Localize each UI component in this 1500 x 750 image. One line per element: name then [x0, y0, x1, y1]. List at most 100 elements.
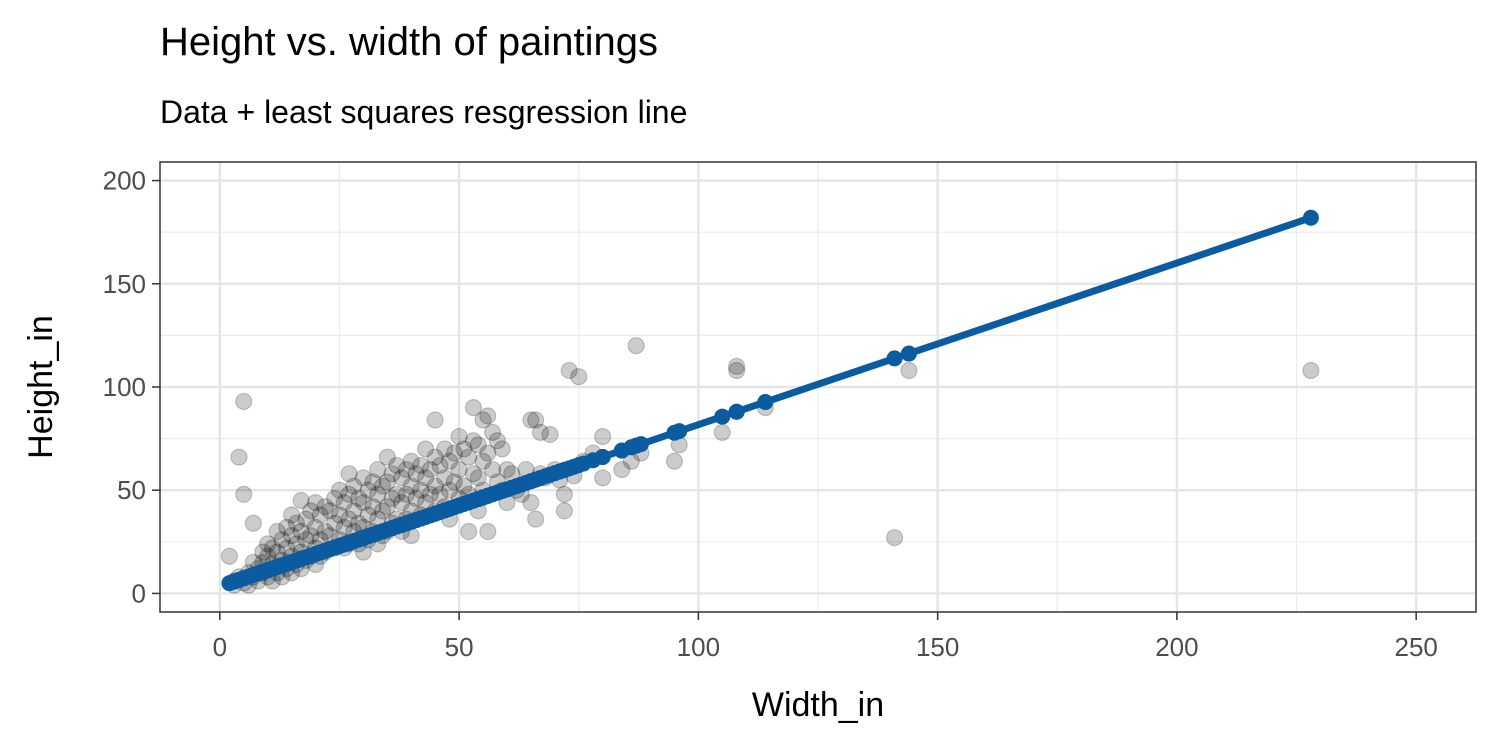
data-point: [287, 535, 305, 553]
data-point: [522, 411, 540, 429]
data-point: [527, 411, 545, 429]
data-point: [460, 522, 478, 541]
data-point: [407, 465, 425, 483]
data-point: [316, 498, 334, 516]
data-point: [268, 522, 286, 541]
data-point: [627, 337, 645, 355]
data-point: [292, 491, 310, 510]
data-point: [426, 448, 444, 466]
data-point: [474, 411, 492, 429]
data-point: [416, 440, 435, 458]
data-point: [531, 423, 550, 442]
data-point: [464, 465, 483, 483]
y-tick-label: 200: [103, 166, 146, 196]
chart-title: Height vs. width of paintings: [160, 20, 659, 64]
data-point: [460, 448, 478, 466]
data-point: [445, 473, 463, 491]
data-point: [378, 498, 396, 516]
data-point: [306, 493, 325, 512]
data-point: [349, 514, 368, 532]
data-point: [900, 361, 918, 380]
data-point: [431, 456, 449, 475]
data-point: [283, 527, 301, 545]
data-point: [316, 522, 334, 541]
data-point: [393, 469, 411, 487]
data-point: [483, 460, 502, 479]
data-point: [354, 493, 372, 512]
fitted-point: [1302, 209, 1319, 226]
data-point: [570, 368, 588, 386]
data-point: [541, 425, 559, 444]
chart-subtitle: Data + least squares resgression line: [160, 94, 688, 130]
fitted-point: [900, 345, 917, 362]
data-point: [297, 510, 315, 528]
x-tick-label: 150: [916, 632, 959, 662]
data-point: [302, 502, 320, 520]
data-point: [1302, 361, 1320, 380]
data-point: [393, 493, 411, 512]
data-point: [330, 481, 349, 499]
data-point: [431, 485, 449, 503]
y-tick-label: 50: [117, 475, 146, 505]
data-point: [464, 432, 483, 450]
fitted-point: [594, 449, 611, 466]
x-axis-title: Width_in: [752, 686, 884, 724]
data-point: [436, 469, 454, 487]
x-tick-label: 250: [1394, 632, 1437, 662]
fitted-point: [671, 423, 688, 440]
fitted-point: [728, 403, 745, 420]
data-point: [383, 489, 401, 508]
data-point: [455, 440, 473, 458]
data-point: [397, 460, 416, 479]
data-point: [259, 535, 277, 553]
data-point: [345, 477, 363, 495]
data-point: [469, 469, 487, 487]
data-point: [345, 502, 363, 520]
data-point: [364, 473, 382, 491]
data-point: [378, 473, 396, 491]
data-point: [297, 531, 315, 549]
data-point: [254, 543, 272, 561]
data-point: [488, 432, 506, 450]
y-axis-ticks: 0 50 100 150 200: [103, 166, 160, 608]
fitted-point: [714, 408, 731, 425]
data-point: [440, 481, 459, 499]
data-point: [349, 489, 368, 508]
data-point: [464, 399, 483, 417]
data-point: [440, 452, 459, 470]
data-point: [369, 460, 387, 479]
data-point: [479, 444, 497, 462]
data-point: [402, 477, 420, 495]
data-point: [493, 440, 511, 458]
data-point: [474, 452, 492, 470]
data-point: [613, 460, 631, 479]
data-point: [450, 460, 468, 479]
data-point: [369, 485, 387, 503]
data-point: [416, 469, 435, 487]
data-point: [278, 518, 296, 536]
data-point: [522, 493, 540, 512]
data-point: [594, 427, 612, 446]
minor-gridlines: [160, 162, 1476, 612]
data-point: [311, 506, 329, 524]
data-point: [235, 392, 253, 411]
x-tick-label: 50: [445, 632, 474, 662]
y-tick-label: 150: [103, 269, 146, 299]
data-point: [326, 489, 344, 508]
data-point: [359, 506, 377, 524]
data-point: [560, 361, 578, 380]
x-tick-label: 100: [677, 632, 720, 662]
data-point: [479, 407, 497, 425]
data-point: [421, 460, 439, 479]
fitted-point: [632, 436, 649, 453]
data-point: [330, 506, 349, 524]
data-point: [359, 481, 377, 499]
data-point: [335, 493, 353, 512]
data-point: [483, 423, 502, 442]
fitted-point: [757, 394, 774, 411]
data-point: [340, 465, 358, 483]
data-point: [594, 469, 612, 487]
data-point: [321, 502, 339, 520]
data-point: [235, 485, 253, 503]
